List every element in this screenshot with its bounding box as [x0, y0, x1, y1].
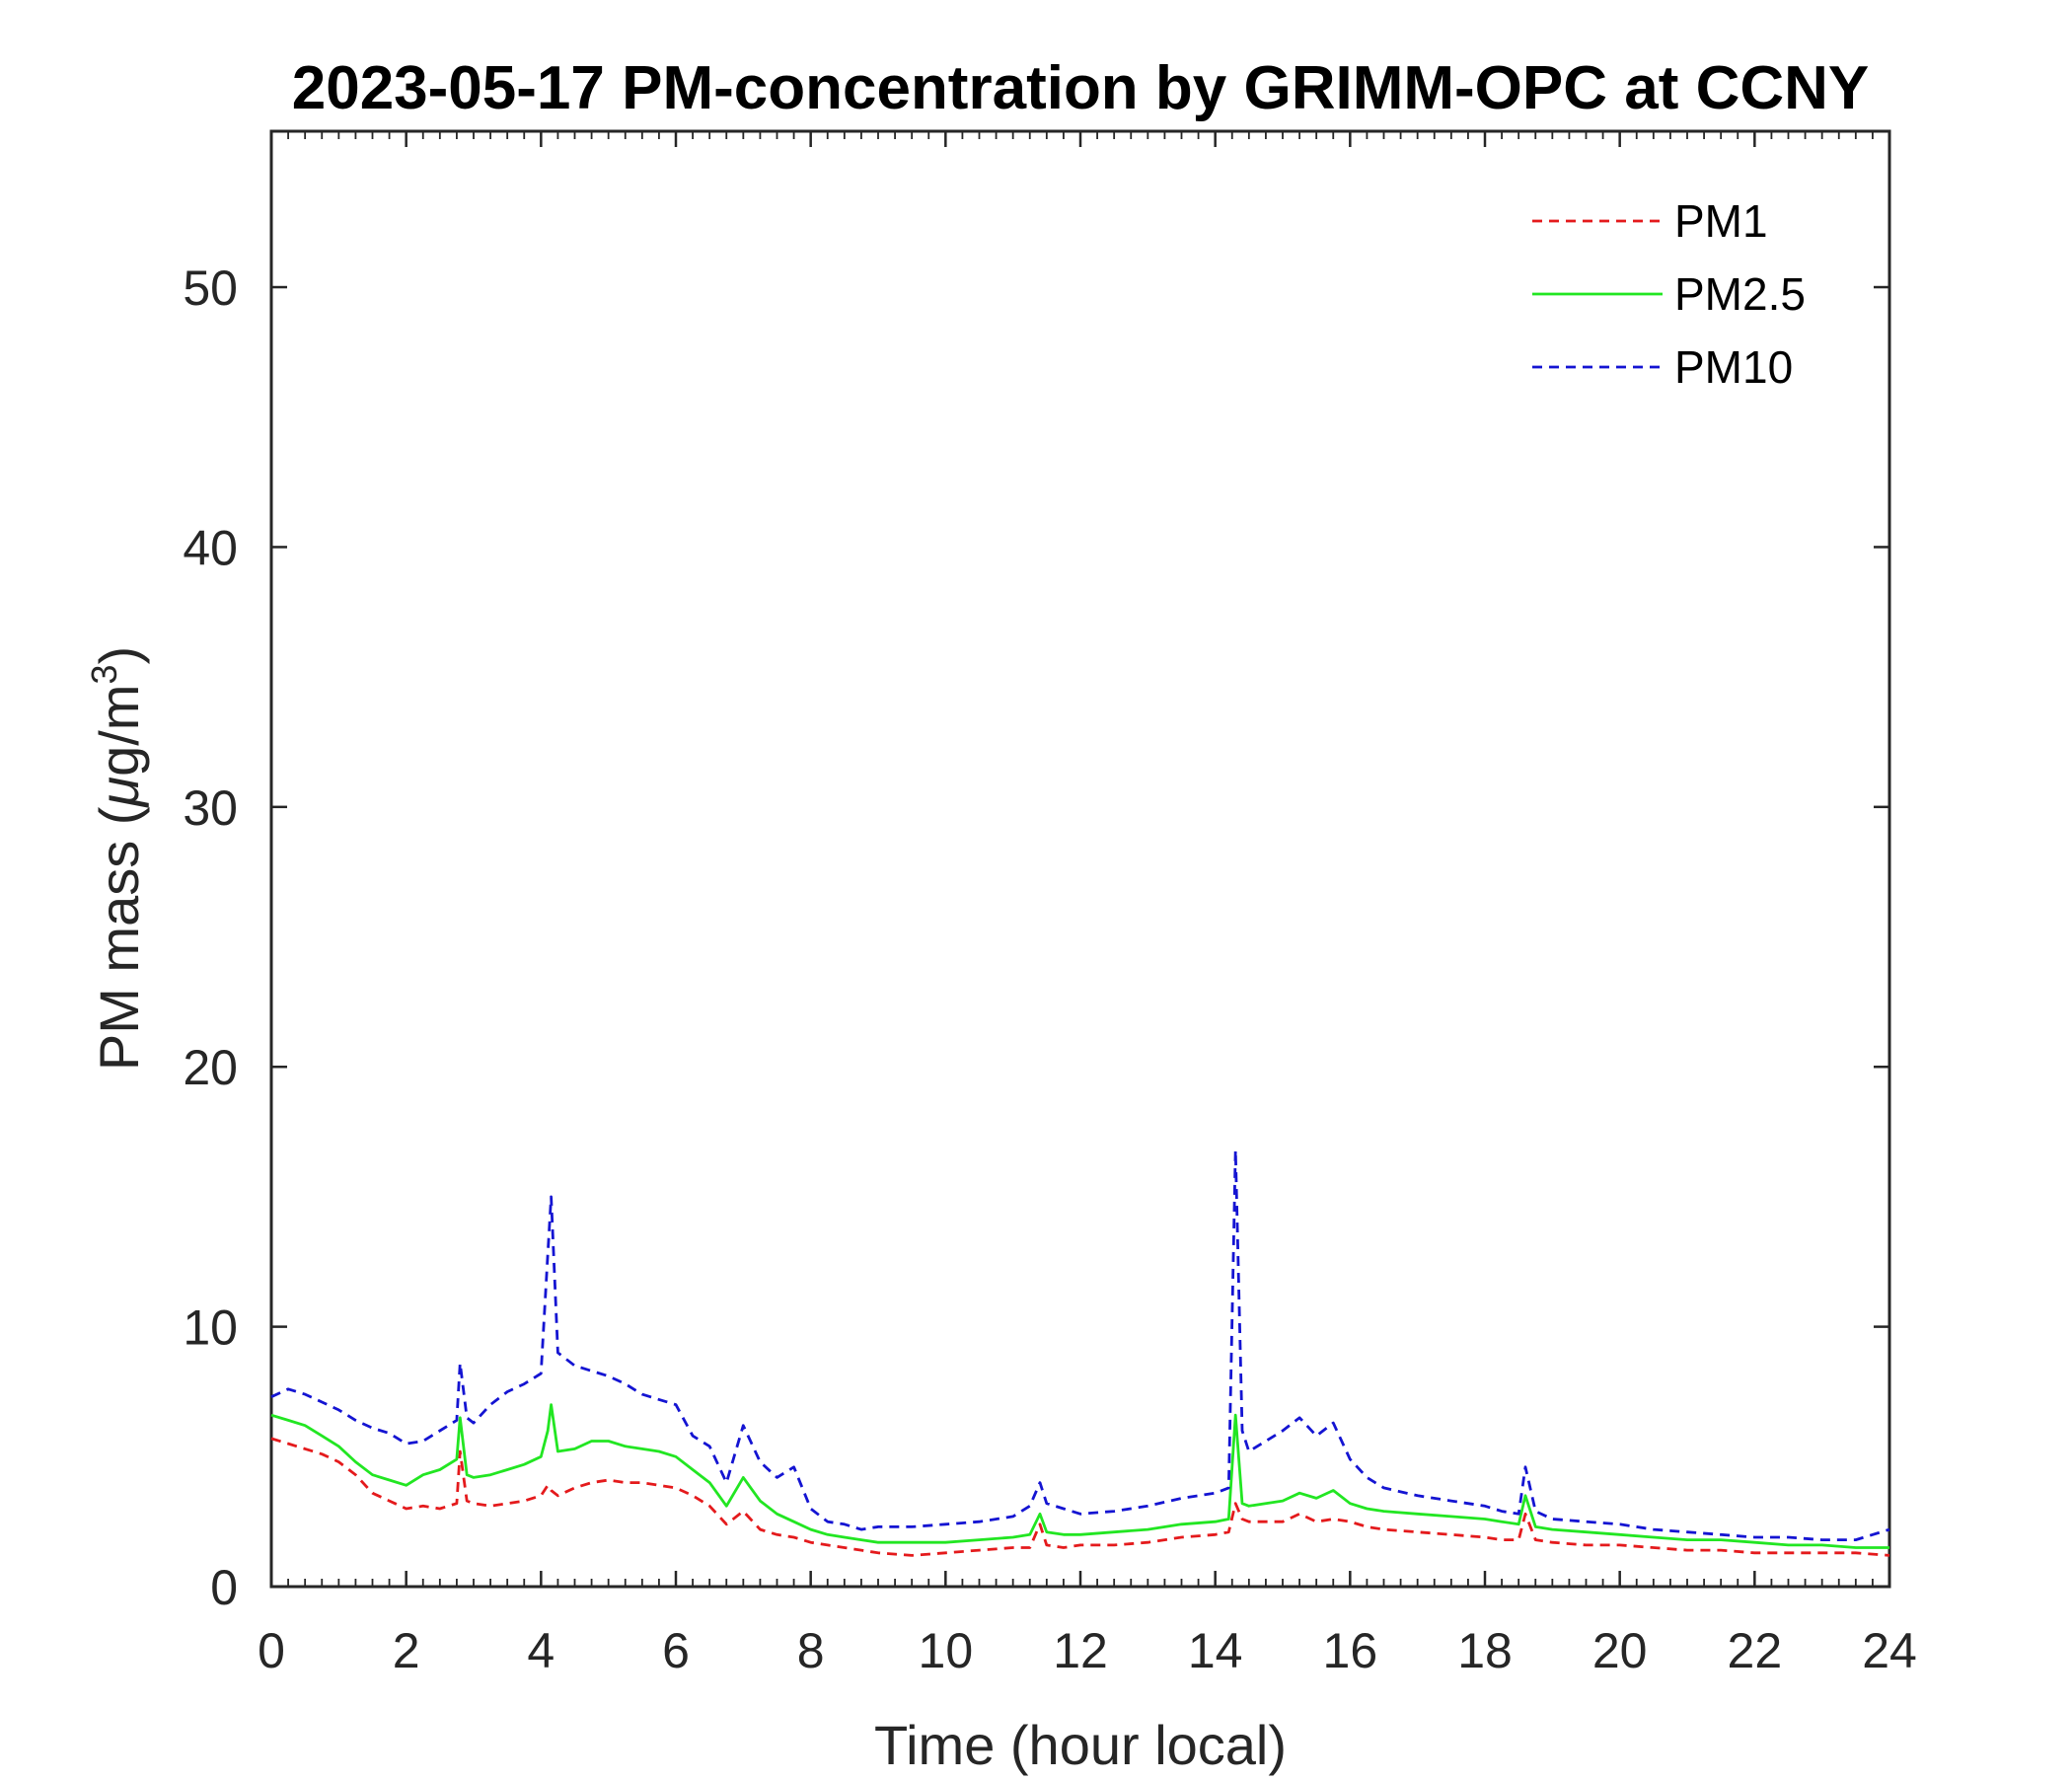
- legend-label-pm2-5: PM2.5: [1674, 268, 1806, 320]
- x-tick-label: 4: [527, 1623, 555, 1678]
- x-tick-label: 10: [919, 1623, 974, 1678]
- x-tick-label: 20: [1592, 1623, 1648, 1678]
- x-tick-label: 16: [1323, 1623, 1378, 1678]
- x-tick-label: 22: [1728, 1623, 1783, 1678]
- data-series: [270, 1149, 1890, 1557]
- y-axis-label-superscript: 3: [84, 665, 124, 685]
- x-tick-label: 0: [258, 1623, 285, 1678]
- legend-label-pm1: PM1: [1674, 195, 1768, 247]
- legend-label-pm10: PM10: [1674, 341, 1793, 393]
- x-tick-label: 6: [662, 1623, 690, 1678]
- series-line-pm10: [270, 1149, 1890, 1541]
- y-tick-label: 50: [183, 260, 238, 316]
- chart-title: 2023-05-17 PM-concentration by GRIMM-OPC…: [292, 54, 1870, 122]
- axis-ticks: [269, 131, 1891, 1589]
- x-tick-label: 14: [1188, 1623, 1243, 1678]
- y-tick-label: 40: [183, 520, 238, 575]
- y-axis-label-close: ): [88, 646, 150, 665]
- x-tick-label: 2: [393, 1623, 420, 1678]
- y-axis-tick-labels: 0 10 20 30 40 50: [183, 260, 238, 1615]
- y-tick-label: 20: [183, 1040, 238, 1095]
- x-tick-label: 24: [1862, 1623, 1917, 1678]
- x-tick-label: 18: [1457, 1623, 1513, 1678]
- x-axis-label: Time (hour local): [874, 1714, 1287, 1776]
- y-axis-label-units: g/m: [88, 685, 150, 777]
- y-axis-label-mu: μ: [88, 777, 150, 809]
- y-tick-label: 10: [183, 1300, 238, 1356]
- x-axis-tick-labels: 0 2 4 6 8 10 12 14 16 18 20 22 24: [258, 1623, 1917, 1678]
- x-tick-label: 12: [1053, 1623, 1108, 1678]
- y-tick-label: 0: [210, 1560, 238, 1615]
- y-axis-label: PM mass (μg/m3): [84, 646, 150, 1071]
- y-tick-label: 30: [183, 780, 238, 836]
- legend: PM1 PM2.5 PM10: [1515, 183, 1870, 405]
- series-line-pm2-5: [270, 1403, 1889, 1549]
- series-line-pm1: [270, 1437, 1890, 1557]
- y-axis-label-main: PM mass (: [88, 806, 150, 1071]
- x-tick-label: 8: [797, 1623, 825, 1678]
